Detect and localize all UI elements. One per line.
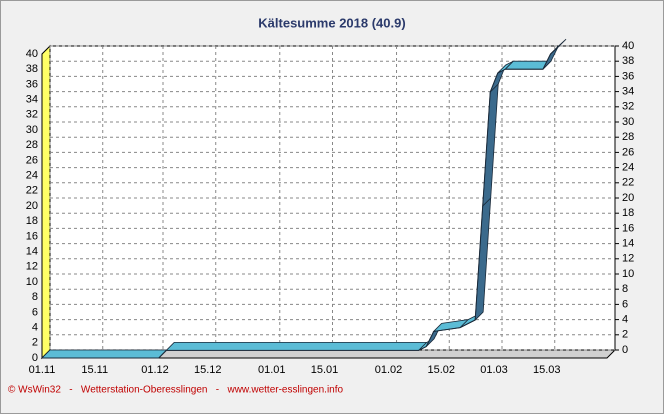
ribbon-face <box>165 341 428 351</box>
x-tick-label: 15.03 <box>533 364 561 376</box>
y2-tick-label: 32 <box>622 101 634 113</box>
y-tick-label: 38 <box>26 63 38 75</box>
x-tick-label: 01.02 <box>375 364 403 376</box>
y-tick-label: 34 <box>26 94 38 106</box>
y2-tick-label: 30 <box>622 116 634 128</box>
y2-tick-label: 34 <box>622 86 634 98</box>
y2-tick-label: 20 <box>622 192 634 204</box>
y2-tick-label: 0 <box>622 344 628 356</box>
y-tick-label: 28 <box>26 139 38 151</box>
y-tick-label: 8 <box>32 291 38 303</box>
y-tick-label: 16 <box>26 230 38 242</box>
y-tick-label: 40 <box>26 48 38 60</box>
y2-tick-label: 36 <box>622 70 634 82</box>
x-tick-label: 15.02 <box>428 364 456 376</box>
y-tick-label: 4 <box>32 322 38 334</box>
y-tick-label: 12 <box>26 261 38 273</box>
x-tick-label: 15.12 <box>194 364 222 376</box>
ribbon-face <box>41 349 168 359</box>
y-tick-label: 30 <box>26 124 38 136</box>
y2-tick-label: 14 <box>622 238 634 250</box>
y2-tick-label: 18 <box>622 207 634 219</box>
y-tick-label: 10 <box>26 276 38 288</box>
y2-tick-label: 4 <box>622 314 628 326</box>
x-tick-label: 01.12 <box>141 364 169 376</box>
y-tick-label: 32 <box>26 109 38 121</box>
x-tick-label: 15.01 <box>311 364 339 376</box>
y2-tick-label: 6 <box>622 298 628 310</box>
y2-tick-label: 28 <box>622 131 634 143</box>
y2-tick-label: 12 <box>622 253 634 265</box>
y-tick-label: 24 <box>26 170 38 182</box>
y2-tick-label: 26 <box>622 146 634 158</box>
x-tick-label: 15.11 <box>81 364 108 376</box>
x-tick-label: 01.03 <box>480 364 508 376</box>
side-wall <box>41 44 51 360</box>
x-tick-label: 01.01 <box>258 364 286 376</box>
x-tick-label: 01.11 <box>29 364 56 376</box>
footer: © WsWin32 - Wetterstation-Oberesslingen … <box>8 385 344 396</box>
y-tick-label: 20 <box>26 200 38 212</box>
y2-tick-label: 16 <box>622 222 634 234</box>
y-tick-label: 36 <box>26 78 38 90</box>
y-tick-label: 22 <box>26 185 38 197</box>
y2-tick-label: 2 <box>622 329 628 341</box>
line <box>42 46 559 359</box>
y-tick-label: 18 <box>26 215 38 227</box>
y2-tick-label: 8 <box>622 283 628 295</box>
y-tick-label: 0 <box>32 352 38 364</box>
y-tick-label: 2 <box>32 337 38 349</box>
y2-tick-label: 38 <box>622 55 634 67</box>
y2-tick-label: 40 <box>622 40 634 52</box>
y-tick-label: 26 <box>26 154 38 166</box>
y-tick-label: 6 <box>32 306 38 318</box>
y2-tick-label: 10 <box>622 268 634 280</box>
chart-title: Kältesumme 2018 (40.9) <box>258 15 405 30</box>
y-tick-label: 14 <box>26 246 38 258</box>
y2-tick-label: 22 <box>622 177 634 189</box>
y2-tick-label: 24 <box>622 162 634 174</box>
